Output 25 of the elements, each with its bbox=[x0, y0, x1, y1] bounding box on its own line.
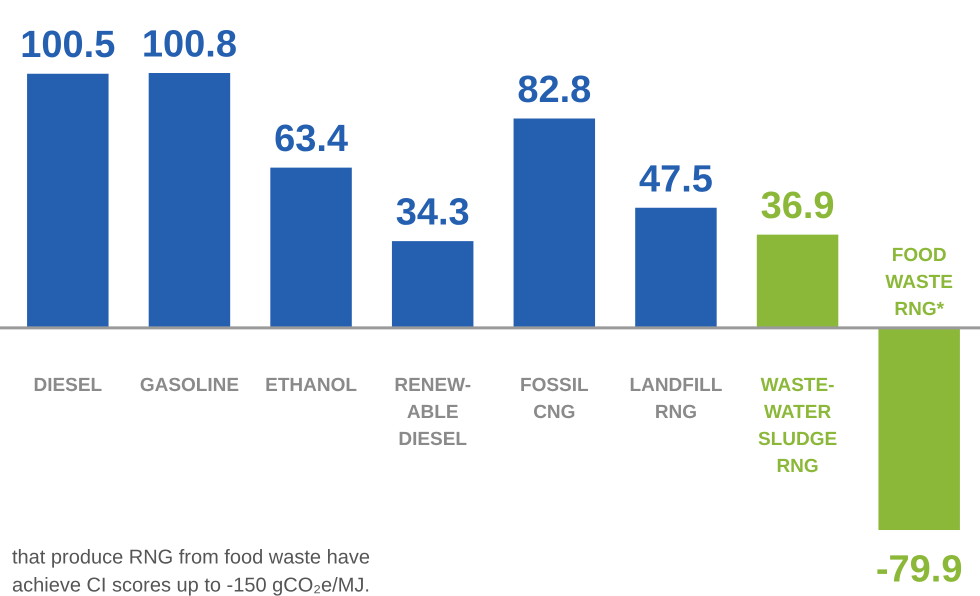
bar bbox=[27, 74, 109, 328]
x-tick-label: WASTE- WATER SLUDGE RNG bbox=[758, 375, 838, 478]
data-label: 47.5 bbox=[638, 158, 713, 200]
bar bbox=[514, 118, 596, 328]
bar bbox=[756, 234, 838, 328]
bar bbox=[270, 168, 352, 328]
bar bbox=[635, 208, 717, 328]
x-tick-label: LANDFILL RNG bbox=[630, 375, 723, 424]
data-label: 63.4 bbox=[274, 118, 348, 160]
data-label: -79.9 bbox=[876, 548, 962, 590]
data-label: 100.8 bbox=[142, 23, 237, 66]
bar bbox=[148, 73, 230, 328]
x-tick-label: ETHANOL bbox=[265, 375, 358, 396]
text: that produce RNG from food waste have achieve CI scores up to -150 gCO₂e/MJ. bbox=[12, 546, 370, 596]
x-tick-label: FOOD WASTE RNG* bbox=[885, 245, 953, 320]
x-tick-label: FOSSIL CNG bbox=[520, 375, 590, 424]
data-label: 100.5 bbox=[20, 24, 116, 66]
data-label: 34.3 bbox=[396, 192, 470, 234]
bar bbox=[392, 241, 474, 328]
data-label: 36.9 bbox=[760, 185, 835, 228]
data-label: 82.8 bbox=[517, 69, 592, 112]
bar bbox=[878, 328, 960, 530]
x-tick-label: GASOLINE bbox=[140, 375, 240, 396]
x-tick-label: RENEW- ABLE DIESEL bbox=[394, 375, 472, 450]
x-tick-label: DIESEL bbox=[34, 375, 103, 396]
